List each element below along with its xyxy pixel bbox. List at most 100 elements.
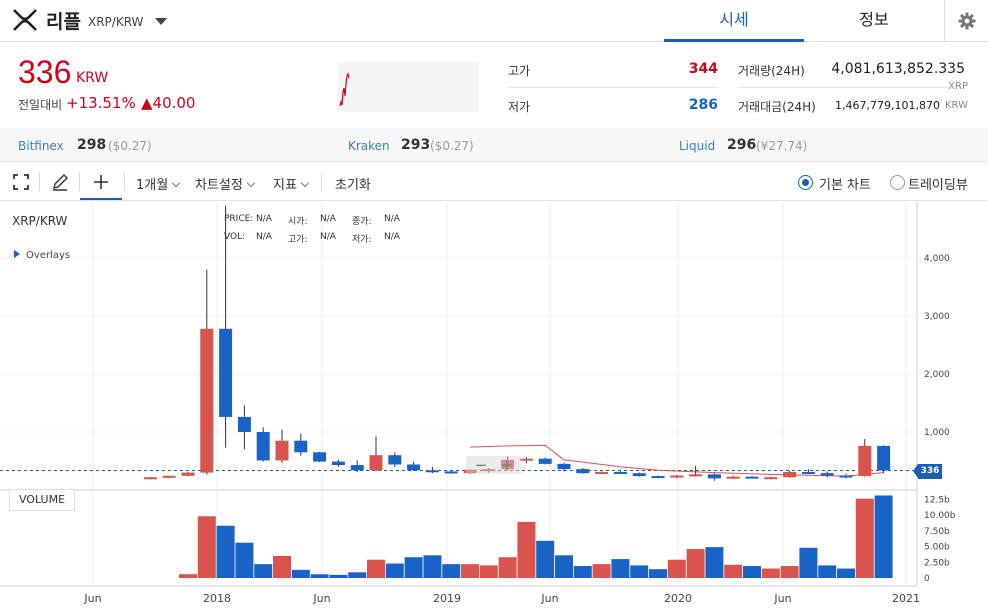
volume-bar <box>818 565 837 578</box>
tradingview-radio[interactable] <box>890 175 905 190</box>
volume-axis-tick: 2.50b <box>924 558 950 568</box>
time-axis-tick: 2020 <box>664 592 692 605</box>
chart-canvas[interactable]: 1,000 2,000 3,000 4,000 0 2.50b 5.00b 7.50b 10.0… <box>0 202 988 616</box>
candle-body <box>237 416 251 432</box>
coin-pair: XRP/KRW <box>88 15 144 29</box>
ohlc-close-value: N/A <box>384 214 400 224</box>
candle-body <box>538 458 552 464</box>
overlays-toggle[interactable]: Overlays <box>14 250 70 261</box>
change-amount: ▲40.00 <box>141 94 196 112</box>
candle-body <box>670 475 684 478</box>
tradingview-label[interactable]: 트레이딩뷰 <box>908 178 968 193</box>
volume-axis-tick: 7.50b <box>924 527 950 537</box>
basic-chart-label[interactable]: 기본 차트 <box>819 178 871 193</box>
candle-body <box>331 461 345 466</box>
tab-market[interactable]: 시세 <box>664 0 804 42</box>
divider <box>39 173 40 191</box>
exchange-name[interactable]: Liquid <box>679 139 716 153</box>
high-value: 344 <box>688 61 718 77</box>
candle-body <box>219 328 233 417</box>
candle-body <box>689 474 703 477</box>
zoom-in-button[interactable]: + <box>500 456 514 474</box>
volume-bar <box>874 495 893 578</box>
ohlc-open-label: 시가: <box>288 217 308 227</box>
time-axis-tick: 2021 <box>892 592 920 605</box>
candle-body <box>839 475 853 478</box>
volume-bar <box>517 521 536 578</box>
volume-bar <box>235 542 254 578</box>
crosshair-icon[interactable] <box>91 172 111 192</box>
settings-button[interactable] <box>944 0 988 42</box>
candle-body <box>764 477 778 480</box>
price-chart[interactable]: 1,000 2,000 3,000 4,000 0 2.50b 5.00b 7.50b 10.0… <box>0 202 988 616</box>
indicators-dropdown[interactable]: 지표 <box>273 174 310 193</box>
volume-bar <box>348 572 367 578</box>
time-axis-tick: Jun <box>312 592 330 605</box>
ohlc-vol-label: VOL: <box>224 232 246 242</box>
volume-bar <box>630 565 649 578</box>
ohlc-open-value: N/A <box>320 214 336 224</box>
volume-bar <box>705 547 724 578</box>
candle-body <box>350 465 364 471</box>
candle-body <box>407 464 421 471</box>
candle-body <box>294 440 308 453</box>
low-label: 저가 <box>508 100 531 114</box>
coin-name: 리플 <box>46 11 81 33</box>
candle-body <box>444 471 458 474</box>
exchange-name[interactable]: Kraken <box>348 139 390 153</box>
volume-bar <box>780 566 799 578</box>
exchange-name[interactable]: Bitfinex <box>18 139 64 153</box>
time-axis-tick: 2018 <box>203 592 231 605</box>
candle-body <box>425 470 439 473</box>
candle-body <box>576 469 590 474</box>
volume-bar <box>216 525 235 578</box>
volume-bar <box>686 549 705 578</box>
gear-icon <box>958 12 976 30</box>
reset-button[interactable]: 초기화 <box>335 178 371 193</box>
divider <box>508 87 718 88</box>
volume-bar <box>385 563 404 578</box>
pencil-icon[interactable] <box>50 172 70 192</box>
candle-body <box>707 474 721 479</box>
volume-bar <box>423 555 442 578</box>
candle-body <box>557 463 571 470</box>
volume-axis-tick: 12.5b <box>924 495 950 505</box>
candle-body <box>632 473 646 477</box>
candle-body <box>482 469 496 472</box>
volume-bar <box>761 568 780 578</box>
volume-bar <box>273 555 291 578</box>
exchange-price: 296 <box>727 137 757 153</box>
candle-body <box>275 440 289 461</box>
volume-value: 4,081,613,852.335 <box>831 61 965 77</box>
divider <box>738 87 948 88</box>
overlays-label: Overlays <box>26 250 71 261</box>
candle-body <box>801 472 815 475</box>
period-dropdown[interactable]: 1개월 <box>136 174 181 193</box>
period-label: 1개월 <box>136 178 169 193</box>
tab-info[interactable]: 정보 <box>859 10 889 29</box>
volume-bar <box>743 566 761 578</box>
volume-axis-tick: 10.00b <box>924 511 956 521</box>
volume-bar <box>555 555 573 578</box>
volume-bar <box>254 564 273 578</box>
candle-body <box>181 472 195 476</box>
volume-bar <box>799 547 818 578</box>
volume-bar <box>592 564 611 578</box>
candle-body <box>783 472 797 478</box>
coin-selector-dropdown-icon[interactable] <box>155 18 167 25</box>
last-price-tag: 336 <box>913 464 942 479</box>
basic-chart-radio[interactable] <box>798 175 813 190</box>
chart-settings-dropdown[interactable]: 차트설정 <box>195 174 256 193</box>
fullscreen-icon[interactable] <box>11 172 31 192</box>
ohlc-price-label: PRICE: <box>224 214 254 224</box>
top-header: 리플 XRP/KRW 시세 정보 <box>0 0 988 42</box>
expand-arrow-icon <box>14 250 20 258</box>
exchange-price: 293 <box>401 137 431 153</box>
candle-body <box>369 455 383 471</box>
zoom-out-button[interactable]: − <box>474 456 488 474</box>
time-axis-tick: Jun <box>83 592 101 605</box>
ohlc-close-label: 종가: <box>352 217 372 227</box>
exchange-usd-price: ($0.27) <box>430 139 474 153</box>
price-axis-tick: 4,000 <box>924 254 950 264</box>
volume-bar <box>404 557 423 578</box>
